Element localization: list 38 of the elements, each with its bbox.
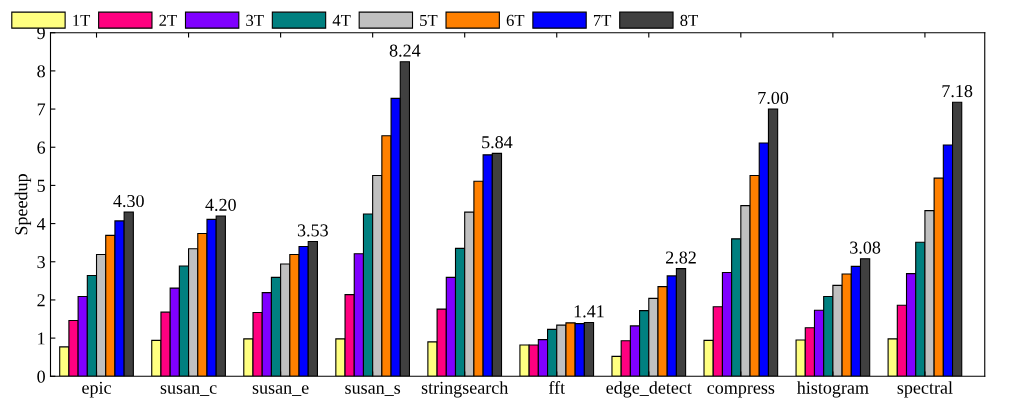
x-tick-label: compress xyxy=(707,385,775,398)
y-tick-label: 4 xyxy=(36,217,46,230)
data-label: 3.08 xyxy=(850,241,881,254)
legend-label: 1T xyxy=(73,14,91,26)
x-tick-label: spectral xyxy=(897,381,953,398)
legend-label: 4T xyxy=(332,14,351,26)
data-label: 4.30 xyxy=(113,194,144,208)
data-label: 7.00 xyxy=(758,91,789,105)
y-tick-label: 5 xyxy=(37,179,45,192)
data-label: 1.41 xyxy=(574,305,604,318)
data-label: 3.53 xyxy=(297,224,328,237)
x-tick-label: susan_c xyxy=(160,385,217,396)
x-tick-label: histogram xyxy=(796,381,869,398)
y-tick-label: 8 xyxy=(37,65,45,78)
y-tick-label: 6 xyxy=(37,141,46,154)
y-tick-label: 0 xyxy=(37,370,45,383)
legend-label: 2T xyxy=(159,14,177,26)
x-tick-label: edge_detect xyxy=(606,381,692,398)
legend-label: 3T xyxy=(246,14,264,26)
y-tick-label: 1 xyxy=(38,332,45,345)
y-axis-title: Speedup xyxy=(14,174,32,235)
legend-label: 5T xyxy=(420,14,438,26)
legend-label: 8T xyxy=(680,14,698,26)
y-tick-label: 2 xyxy=(37,294,45,307)
x-tick-label: fft xyxy=(548,380,565,394)
x-tick-label: stringsearch xyxy=(421,381,509,398)
y-tick-label: 7 xyxy=(37,103,46,116)
data-label: 4.20 xyxy=(205,198,236,211)
data-label: 5.84 xyxy=(482,136,513,149)
x-tick-label: susan_e xyxy=(252,385,309,396)
legend-label: 6T xyxy=(506,14,525,26)
y-tick-label: 3 xyxy=(37,256,45,269)
legend-label: 7T xyxy=(593,14,612,26)
x-tick-label: susan_s xyxy=(345,385,401,396)
data-label: 7.18 xyxy=(942,84,973,98)
data-label: 2.82 xyxy=(666,251,696,264)
x-tick-label: epic xyxy=(82,381,111,398)
data-label: 8.24 xyxy=(389,44,421,57)
